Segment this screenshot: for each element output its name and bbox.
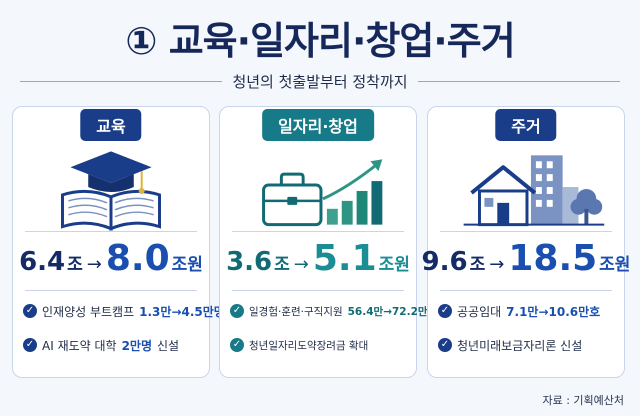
check-icon: ✓ xyxy=(23,304,37,318)
budget-from-unit: 조 xyxy=(67,255,83,275)
divider xyxy=(232,290,404,291)
check-icon: ✓ xyxy=(438,304,452,318)
divider xyxy=(232,231,404,232)
subtitle-left-rule xyxy=(20,80,223,82)
bullet-highlight: 7.1만→10.6만호 xyxy=(506,304,601,319)
budget-from-value: 6.4 xyxy=(19,247,66,277)
check-icon: ✓ xyxy=(438,338,452,352)
card-tag: 주거 xyxy=(495,109,557,141)
bullet-suffix: 신설 xyxy=(157,338,180,353)
bullet-highlight: 2만명 xyxy=(121,338,153,353)
budget-amount: 3.6 조 → 5.1 조원 xyxy=(220,238,416,288)
bullet-text: AI 재도약 대학 xyxy=(42,338,117,353)
bullet-item: ✓ 청년일자리도약장려금 확대 xyxy=(230,334,410,356)
budget-to-value: 5.1 xyxy=(312,238,377,279)
bullet-item: ✓ 청년미래보금자리론 신설 xyxy=(438,334,618,356)
arrow-icon: → xyxy=(489,254,505,275)
budget-from-unit: 조 xyxy=(469,255,486,275)
budget-to-unit: 조원 xyxy=(171,255,203,275)
bullet-text: 청년미래보금자리론 신설 xyxy=(457,338,583,353)
budget-to-value: 8.0 xyxy=(105,238,170,279)
budget-from-value: 3.6 xyxy=(226,247,273,277)
bullet-item: ✓ 인재양성 부트캠프 1.3만→4.5만명 xyxy=(23,300,225,322)
bullet-item: ✓ 일경험·훈련·구직지원 56.4만→72.2만명 xyxy=(230,300,437,322)
card-education: 교육 6.4 조 → 8.0 조원 ✓ 인재양성 부트캠프 1.3만→4.5만명… xyxy=(12,106,225,378)
arrow-icon: → xyxy=(86,254,102,275)
budget-to-unit: 조원 xyxy=(599,255,631,275)
budget-amount: 6.4 조 → 8.0 조원 xyxy=(13,238,209,288)
source-note: 자료 : 기획예산처 xyxy=(542,394,624,407)
bullet-text: 일경험·훈련·구직지원 xyxy=(249,305,343,318)
bullet-item: ✓ 공공임대 7.1만→10.6만호 xyxy=(438,300,618,322)
divider xyxy=(25,231,197,232)
subtitle: 청년의 첫출발부터 정착까지 xyxy=(232,72,408,91)
bullet-highlight: 1.3만→4.5만명 xyxy=(139,304,225,319)
divider xyxy=(25,290,197,291)
arrow-icon: → xyxy=(293,254,309,275)
bullet-highlight: 56.4만→72.2만명 xyxy=(347,305,438,318)
divider xyxy=(440,290,612,291)
main-title: ① 교육·일자리·창업·주거 xyxy=(125,19,515,63)
budget-to-unit: 조원 xyxy=(378,255,410,275)
check-icon: ✓ xyxy=(230,304,244,318)
subtitle-right-rule xyxy=(417,80,621,82)
graduation-cap-book-icon xyxy=(61,151,161,231)
bullet-text: 인재양성 부트캠프 xyxy=(42,304,135,319)
card-housing: 주거 9.6 조 → 18.5 조원 ✓ 공공임대 7.1만→10.6만호 xyxy=(422,106,631,378)
bullet-item: ✓ AI 재도약 대학 2만명 신설 xyxy=(23,334,203,356)
house-buildings-icon xyxy=(463,155,605,227)
budget-from-unit: 조 xyxy=(274,255,290,275)
budget-amount: 9.6 조 → 18.5 조원 xyxy=(422,238,631,288)
check-icon: ✓ xyxy=(230,338,244,352)
subtitle-row: 청년의 첫출발부터 정착까지 xyxy=(20,70,621,92)
check-icon: ✓ xyxy=(23,338,37,352)
budget-from-value: 9.6 xyxy=(421,247,468,277)
bullet-text: 공공임대 xyxy=(457,304,502,319)
card-tag: 교육 xyxy=(80,109,142,141)
budget-to-value: 18.5 xyxy=(508,238,598,279)
bullet-text: 청년일자리도약장려금 확대 xyxy=(249,339,369,352)
briefcase-growth-chart-icon xyxy=(262,159,383,227)
card-tag: 일자리·창업 xyxy=(262,109,374,141)
divider xyxy=(440,231,612,232)
card-jobs-startup: 일자리·창업 3.6 조 → 5.1 조원 ✓ 일경험·훈련·구직지원 56.4… xyxy=(219,106,437,378)
